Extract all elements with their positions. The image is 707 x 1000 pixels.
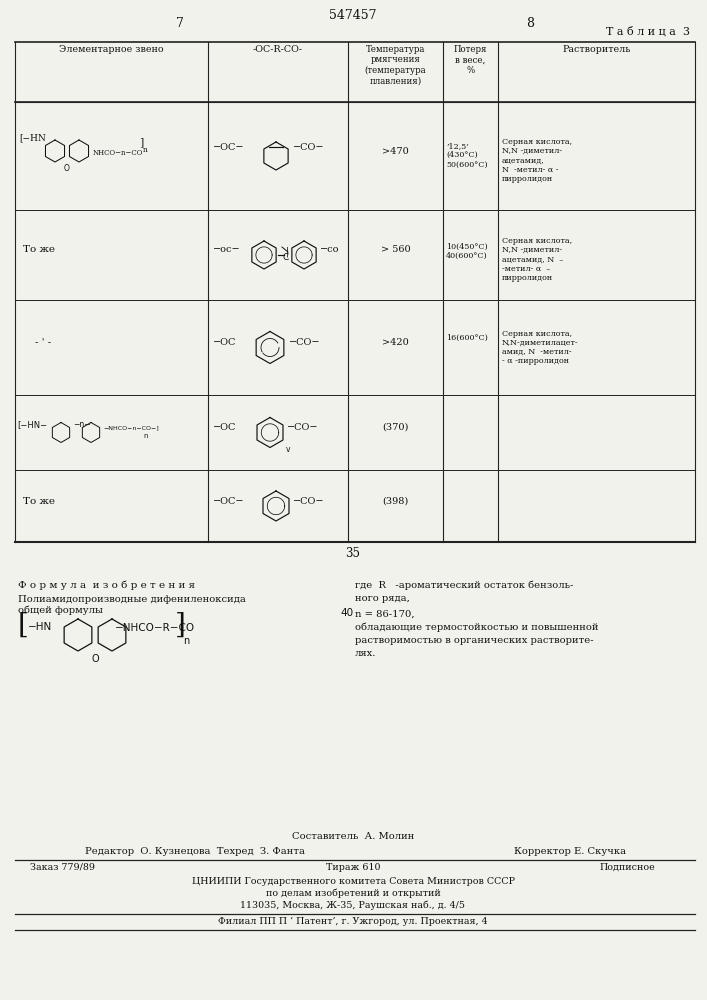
Text: −OC: −OC (213, 423, 236, 432)
Text: [−HN−: [−HN− (17, 420, 47, 429)
Text: Заказ 779/89: Заказ 779/89 (30, 863, 95, 872)
Text: O: O (91, 654, 99, 664)
Text: Т а б л и ц а  3: Т а б л и ц а 3 (606, 26, 690, 36)
Text: > 560: > 560 (380, 245, 410, 254)
Text: ]: ] (139, 137, 144, 147)
Text: ]: ] (175, 611, 186, 639)
Text: Тираж 610: Тираж 610 (326, 863, 380, 872)
Text: ЦНИИПИ Государственного комитета Совета Министров СССР: ЦНИИПИ Государственного комитета Совета … (192, 877, 515, 886)
Text: |: | (286, 247, 288, 257)
Text: −CO−: −CO− (293, 496, 325, 506)
Text: (370): (370) (382, 423, 409, 432)
Text: −OC−: −OC− (213, 143, 245, 152)
Text: −n−: −n− (73, 420, 90, 429)
Text: обладающие термостойкостью и повышенной: обладающие термостойкостью и повышенной (355, 623, 599, 633)
Text: v: v (286, 445, 291, 454)
Text: растворимостью в органических растворите-: растворимостью в органических растворите… (355, 636, 594, 645)
Text: Температура
рмягчения
(температура
плавления): Температура рмягчения (температура плавл… (365, 45, 426, 85)
Text: n: n (183, 636, 189, 646)
Text: лях.: лях. (355, 649, 376, 658)
Text: C: C (283, 253, 289, 262)
Text: −CO−: −CO− (287, 423, 318, 432)
Text: Филиал ПП П ’ Патент’, г. Ужгород, ул. Проектная, 4: Филиал ПП П ’ Патент’, г. Ужгород, ул. П… (218, 917, 488, 926)
Text: 35: 35 (346, 547, 361, 560)
Text: n: n (143, 146, 148, 154)
Text: 10(450°C)
40(600°C): 10(450°C) 40(600°C) (446, 243, 488, 260)
Text: −HN: −HN (28, 622, 52, 632)
Text: 7: 7 (176, 17, 184, 30)
Text: −OC: −OC (213, 338, 236, 347)
Text: 16(600°C): 16(600°C) (446, 334, 488, 342)
Text: Серная кислота,
N,N -диметил-
ацетамид,
N  -метил- α -
пирролидон: Серная кислота, N,N -диметил- ацетамид, … (502, 138, 572, 183)
Text: −NHCO−n−CO−]: −NHCO−n−CO−] (103, 425, 159, 430)
Text: Серная кислота,
N,N -диметил-
ацетамид, N  –
-метил- α  –
пирролидон: Серная кислота, N,N -диметил- ацетамид, … (502, 237, 572, 282)
Text: n = 86-170,: n = 86-170, (355, 610, 414, 619)
Text: 40: 40 (340, 608, 353, 618)
Text: где  R   -ароматический остаток бензоль-: где R -ароматический остаток бензоль- (355, 580, 573, 589)
Text: −NHCO−R−CO: −NHCO−R−CO (115, 623, 195, 633)
Text: -ОС-R-СО-: -ОС-R-СО- (253, 45, 303, 54)
Text: Редактор  О. Кузнецова  Техред  З. Фанта: Редактор О. Кузнецова Техред З. Фанта (85, 847, 305, 856)
Text: >470: >470 (382, 146, 409, 155)
Text: Серная кислота,
N,N-диметилацет-
амид, N  -метил-
- α -пирролидон: Серная кислота, N,N-диметилацет- амид, N… (502, 330, 578, 365)
Text: (398): (398) (382, 496, 409, 506)
Text: [: [ (18, 611, 29, 639)
Text: Подписное: Подписное (600, 863, 656, 872)
Text: То же: То же (23, 496, 55, 506)
Text: −OC−: −OC− (213, 496, 245, 506)
Text: Составитель  А. Молин: Составитель А. Молин (292, 832, 414, 841)
Text: Полиамидопроизводные дифениленоксида
общей формулы: Полиамидопроизводные дифениленоксида общ… (18, 595, 246, 615)
Text: NHCO−n−CO: NHCO−n−CO (93, 149, 144, 157)
Text: Элементарное звено: Элементарное звено (59, 45, 164, 54)
Text: −oc−: −oc− (213, 245, 240, 254)
Text: 547457: 547457 (329, 9, 377, 22)
Text: 113035, Москва, Ж-35, Раушская наб., д. 4/5: 113035, Москва, Ж-35, Раушская наб., д. … (240, 901, 465, 910)
Text: >420: >420 (382, 338, 409, 347)
Text: −CO−: −CO− (289, 338, 320, 347)
Text: То же: То же (23, 245, 55, 254)
Text: 8: 8 (526, 17, 534, 30)
Text: - ' -: - ' - (35, 338, 51, 347)
Text: [−HN: [−HN (19, 133, 46, 142)
Text: Корректор Е. Скучка: Корректор Е. Скучка (514, 847, 626, 856)
Text: −CO−: −CO− (293, 143, 325, 152)
Text: ’12,5’
(430°C)
50(600°C): ’12,5’ (430°C) 50(600°C) (446, 142, 488, 168)
Text: O: O (64, 164, 70, 173)
Text: Потеря
в весе,
%: Потеря в весе, % (454, 45, 487, 75)
Text: Растворитель: Растворитель (562, 45, 631, 54)
Text: Ф о р м у л а  и з о б р е т е н и я: Ф о р м у л а и з о б р е т е н и я (18, 580, 195, 589)
Text: n: n (143, 432, 148, 438)
Text: −co: −co (320, 245, 339, 254)
Text: по делам изобретений и открытий: по делам изобретений и открытий (266, 889, 440, 898)
Text: ного ряда,: ного ряда, (355, 594, 410, 603)
